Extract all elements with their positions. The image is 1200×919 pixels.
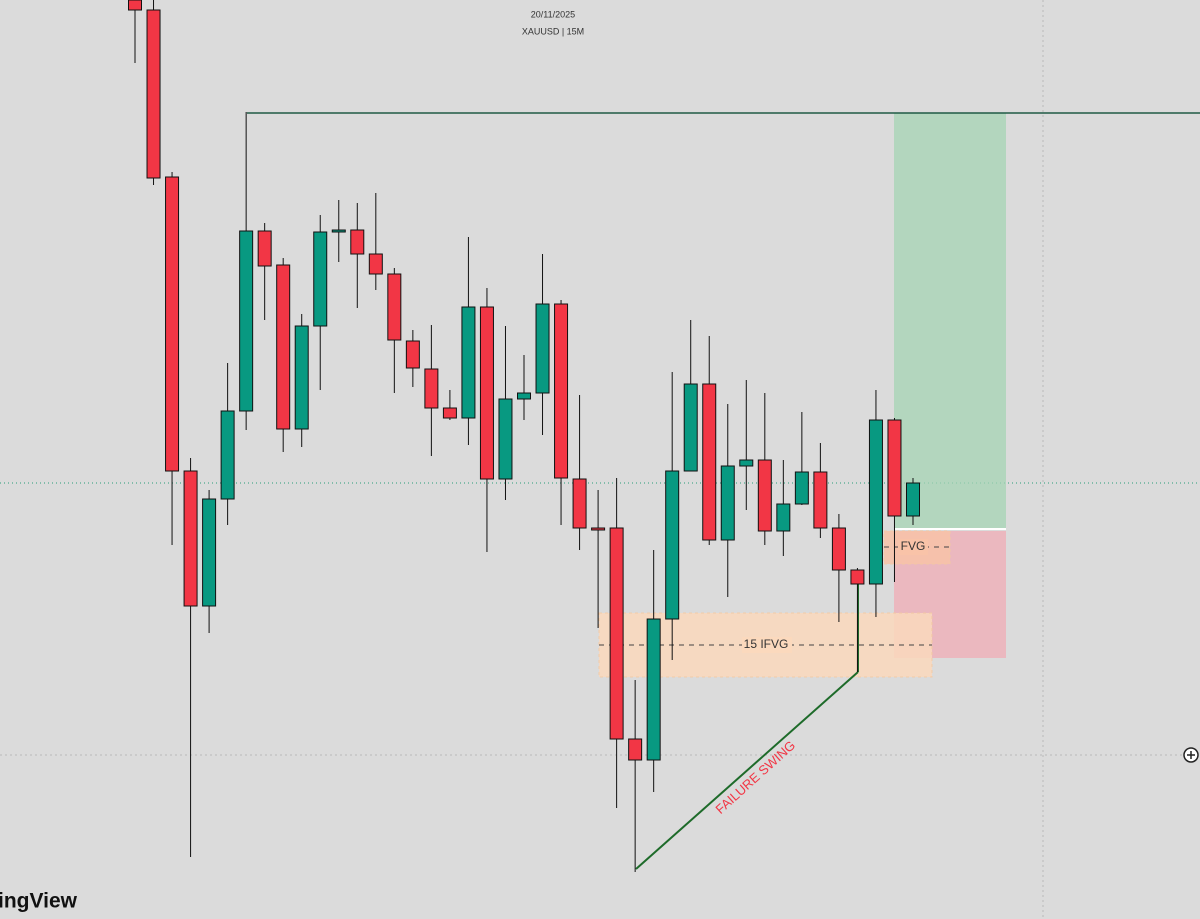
candle-body xyxy=(906,482,920,517)
candle-body xyxy=(776,503,791,532)
candle-body xyxy=(702,383,717,541)
zoom-button[interactable] xyxy=(1183,747,1199,763)
candle-body xyxy=(628,738,643,761)
watermark: ingView xyxy=(0,890,78,913)
fvg-label: FVG xyxy=(901,539,926,553)
candle-body xyxy=(368,253,383,275)
candle-body xyxy=(646,618,661,761)
candle-body xyxy=(313,231,328,327)
candle-body xyxy=(479,306,494,480)
swing-line xyxy=(635,671,859,870)
candles xyxy=(128,0,920,872)
candle-body xyxy=(850,569,865,585)
candle-body xyxy=(813,471,828,529)
zoom-plus[interactable] xyxy=(1187,751,1195,759)
candle-body xyxy=(831,527,846,571)
label-bg xyxy=(742,637,792,653)
candle-body xyxy=(554,303,569,479)
target-zone xyxy=(894,113,1006,528)
candle-body xyxy=(202,498,217,607)
candle-body xyxy=(146,9,161,179)
candle-body xyxy=(350,229,365,255)
candle-body xyxy=(868,419,883,585)
symbol: XAUUSD | 15M xyxy=(522,26,584,36)
candle-body xyxy=(387,273,402,341)
ifvg-label: 15 IFVG xyxy=(744,637,789,651)
candle-body xyxy=(461,306,476,419)
candle-body xyxy=(442,407,457,419)
candle-body xyxy=(535,303,550,394)
date: 20/11/2025 xyxy=(531,9,575,19)
candle-body xyxy=(294,325,309,430)
candle-body xyxy=(165,176,180,472)
candle-body xyxy=(887,419,902,517)
candle-body xyxy=(572,478,587,529)
candle-body xyxy=(257,230,272,267)
candle-body xyxy=(739,459,754,467)
candle-body xyxy=(517,392,531,400)
candle-body xyxy=(683,383,698,472)
candle-body xyxy=(498,398,513,480)
candle-body xyxy=(276,264,291,430)
label-bg xyxy=(898,539,928,555)
candle-body xyxy=(405,340,420,369)
candle-body xyxy=(794,471,809,505)
candle-body xyxy=(591,527,606,531)
candle-body xyxy=(331,229,346,233)
candle-body xyxy=(609,527,624,740)
candle-body xyxy=(183,470,198,607)
candle-body xyxy=(757,459,772,532)
candle-body xyxy=(424,368,439,409)
candle-body xyxy=(239,230,254,412)
candle-body xyxy=(220,410,235,500)
candle-body xyxy=(128,0,142,11)
candle-body xyxy=(720,465,735,541)
candle-body xyxy=(665,470,680,620)
